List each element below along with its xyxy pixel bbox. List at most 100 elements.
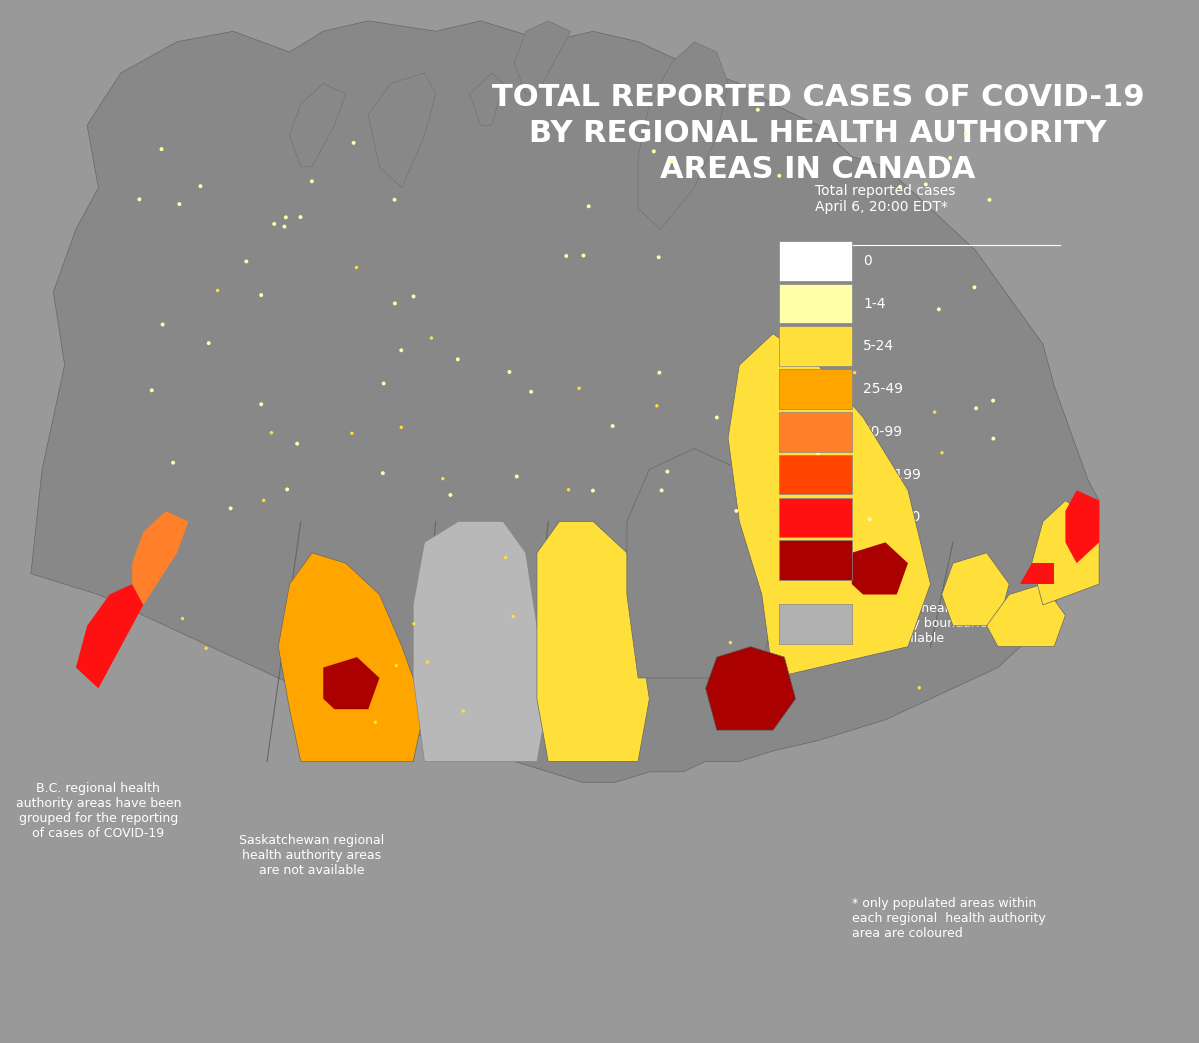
Point <box>207 282 227 298</box>
Point <box>163 455 182 471</box>
Bar <box>778 412 851 452</box>
Polygon shape <box>278 553 424 761</box>
Point <box>236 253 255 270</box>
Point <box>404 615 423 632</box>
Point <box>910 679 929 696</box>
Polygon shape <box>638 42 728 229</box>
Point <box>603 417 622 434</box>
Point <box>374 375 393 392</box>
Point <box>845 364 864 381</box>
Point <box>818 378 837 394</box>
Point <box>957 125 976 142</box>
Point <box>873 609 892 626</box>
Point <box>707 409 727 426</box>
Point <box>983 431 1002 447</box>
Point <box>392 419 411 436</box>
Point <box>254 492 273 509</box>
Point <box>152 141 171 157</box>
Point <box>507 468 526 485</box>
Point <box>933 444 952 461</box>
Point <box>652 482 671 499</box>
Point <box>644 143 663 160</box>
Point <box>556 247 576 264</box>
Point <box>453 703 472 720</box>
Text: B.C. regional health
authority areas have been
grouped for the reporting
of case: B.C. regional health authority areas hav… <box>16 782 181 841</box>
Point <box>966 399 986 416</box>
Point <box>838 307 857 323</box>
Text: 50-99: 50-99 <box>863 425 903 439</box>
Point <box>366 714 385 731</box>
Point <box>522 384 541 401</box>
Polygon shape <box>31 21 1099 782</box>
Bar <box>778 455 851 494</box>
Polygon shape <box>753 690 784 714</box>
Point <box>570 380 589 396</box>
Point <box>812 407 831 423</box>
Text: Regional health
authority boundaries
not available: Regional health authority boundaries not… <box>863 602 994 646</box>
Polygon shape <box>1031 501 1099 605</box>
Point <box>496 549 516 565</box>
Point <box>261 425 281 441</box>
Point <box>983 392 1002 409</box>
Polygon shape <box>987 584 1066 647</box>
Point <box>564 540 583 557</box>
Point <box>965 278 984 295</box>
Point <box>433 470 452 487</box>
Point <box>500 364 519 381</box>
Point <box>940 149 959 166</box>
Point <box>649 249 668 266</box>
Text: Saskatchewan regional
health authority areas
are not available: Saskatchewan regional health authority a… <box>240 834 385 877</box>
Point <box>277 481 296 498</box>
Text: 0: 0 <box>863 253 872 268</box>
Point <box>252 396 271 413</box>
Point <box>770 168 789 185</box>
Bar <box>778 540 851 580</box>
Point <box>803 295 823 312</box>
Point <box>385 191 404 208</box>
Point <box>129 191 149 208</box>
Point <box>344 135 363 151</box>
Point <box>252 287 271 304</box>
Point <box>980 192 999 209</box>
Point <box>926 404 945 420</box>
Text: 1-4: 1-4 <box>863 296 886 311</box>
Point <box>342 425 361 441</box>
Bar <box>778 284 851 323</box>
Text: 25-49: 25-49 <box>863 382 903 396</box>
Point <box>808 446 827 463</box>
Point <box>584 482 603 499</box>
Polygon shape <box>324 657 379 709</box>
Polygon shape <box>941 553 1010 626</box>
Point <box>860 511 879 528</box>
Point <box>441 487 460 504</box>
Text: 5-24: 5-24 <box>863 339 894 354</box>
Point <box>387 657 406 674</box>
Point <box>916 176 935 193</box>
Point <box>373 465 392 482</box>
Polygon shape <box>1020 563 1054 584</box>
Text: TOTAL REPORTED CASES OF COVID-19
BY REGIONAL HEALTH AUTHORITY
AREAS IN CANADA: TOTAL REPORTED CASES OF COVID-19 BY REGI… <box>492 83 1144 185</box>
Polygon shape <box>537 522 650 761</box>
Polygon shape <box>514 21 571 94</box>
Point <box>658 463 677 480</box>
Bar <box>778 604 851 644</box>
Bar <box>778 498 851 537</box>
Point <box>392 342 411 359</box>
Point <box>574 247 594 264</box>
Point <box>302 173 321 190</box>
Point <box>221 500 240 516</box>
Point <box>576 572 595 588</box>
Point <box>721 634 740 651</box>
Polygon shape <box>525 156 650 501</box>
Point <box>265 216 284 233</box>
Point <box>385 295 404 312</box>
Polygon shape <box>132 511 188 605</box>
Bar <box>778 369 851 409</box>
Point <box>191 178 210 195</box>
Point <box>647 397 667 414</box>
Polygon shape <box>728 334 930 678</box>
Point <box>170 196 189 213</box>
Polygon shape <box>414 522 548 761</box>
Point <box>650 364 669 381</box>
Text: 100-199: 100-199 <box>863 467 921 482</box>
